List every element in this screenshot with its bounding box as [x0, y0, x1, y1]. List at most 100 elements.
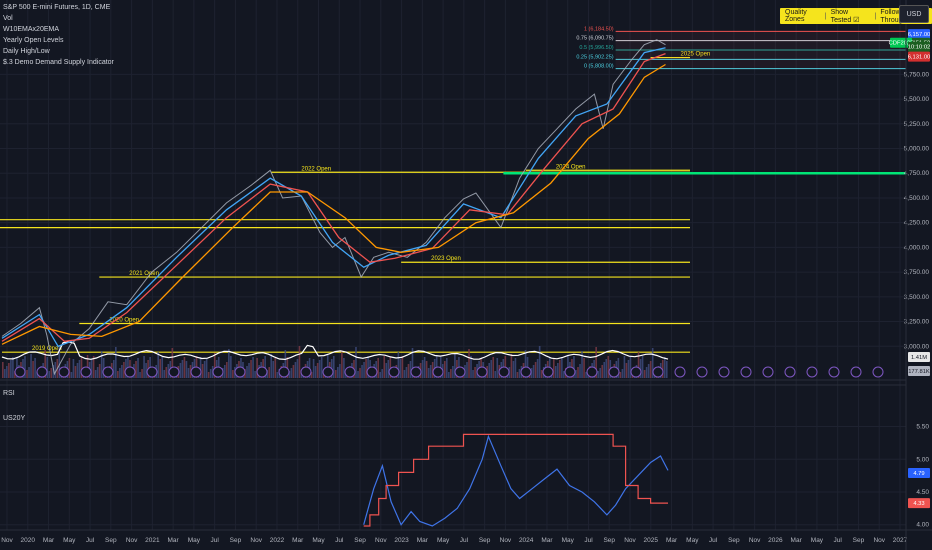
volume-bar [143, 356, 145, 378]
volume-bar [163, 370, 166, 378]
volume-bar [405, 367, 408, 378]
x-tick-label: Nov [749, 537, 761, 544]
x-tick-label: Sep [853, 537, 865, 544]
volume-bar [224, 365, 226, 378]
x-tick-label: Nov [873, 537, 885, 544]
volume-bar [452, 366, 454, 378]
event-marker-icon [14, 366, 26, 378]
series-line [363, 433, 668, 527]
indicator-vol[interactable]: Vol [3, 15, 13, 22]
x-tick-label: 2020 [21, 537, 36, 544]
y-tick-label: 5,500.00 [904, 96, 930, 103]
indicator-yearly-open[interactable]: Yearly Open Levels [3, 37, 64, 44]
volume-bar [532, 365, 535, 378]
volume-bar [425, 361, 428, 378]
volume-bar [623, 356, 626, 378]
volume-bar [246, 366, 248, 378]
volume-bar [597, 371, 599, 378]
volume-bar [629, 357, 632, 378]
volume-bar [213, 353, 216, 378]
volume-bar [117, 371, 119, 378]
x-tick-label: May [811, 537, 824, 544]
yearly-open-label: 2024 Open [556, 164, 586, 170]
follow-through-toggle[interactable]: Follow Through ☑ [880, 8, 915, 24]
event-marker-icon [190, 366, 202, 378]
volume-bar [488, 363, 490, 378]
volume-bar [199, 357, 202, 378]
indicator-demand-supply[interactable]: $.3 Demo Demand Supply Indicator [3, 59, 114, 66]
volume-bar [585, 372, 587, 378]
event-marker-icon [476, 366, 488, 378]
x-tick-label: Nov [500, 537, 512, 544]
event-marker-icon [696, 366, 708, 378]
event-marker-icon [278, 366, 290, 378]
volume-bar [165, 367, 168, 378]
us20y-pane-label[interactable]: US20Y [3, 415, 26, 422]
indicator-daily-high-low[interactable]: Daily High/Low [3, 48, 50, 55]
volume-bar [294, 362, 297, 378]
volume-bar [557, 363, 559, 378]
volume-bar [421, 360, 424, 378]
volume-bar [310, 372, 313, 378]
x-tick-label: Sep [603, 537, 615, 544]
x-tick-label: Mar [666, 537, 678, 544]
x-tick-label: Nov [624, 537, 636, 544]
volume-bar [518, 369, 521, 378]
x-tick-label: Nov [1, 537, 13, 544]
volume-bar [647, 364, 650, 378]
volume-bar [601, 365, 604, 378]
volume-bar [30, 354, 32, 378]
volume-bar [621, 369, 624, 378]
x-tick-label: Mar [43, 537, 55, 544]
volume-tag [908, 366, 930, 376]
x-tick-label: 2026 [768, 537, 783, 544]
volume-tag-label: 177.81K [908, 369, 930, 375]
volume-bar [661, 360, 664, 378]
indicator-ema[interactable]: W10EMAx20EMA [3, 26, 60, 33]
volume-bar [510, 354, 513, 378]
yearly-open-label: 2020 Open [109, 318, 139, 324]
show-tested-toggle[interactable]: Show Tested ☑ [830, 8, 860, 24]
x-tick-label: Mar [791, 537, 803, 544]
rsi-pane-label[interactable]: RSI [3, 390, 15, 397]
event-marker-icon [872, 366, 884, 378]
volume-bar [68, 358, 71, 378]
price-tag-label: 6,131.00 [908, 55, 931, 61]
currency-button[interactable]: USD [899, 5, 929, 23]
volume-bar [363, 362, 365, 378]
quality-zones-button[interactable]: Quality Zones [785, 9, 807, 23]
event-marker-icon [630, 366, 642, 378]
volume-bar [6, 366, 8, 378]
volume-bar [367, 356, 369, 378]
x-tick-label: May [437, 537, 450, 544]
volume-bar [141, 369, 143, 378]
volume-bar [512, 361, 515, 378]
event-marker-icon [784, 366, 796, 378]
volume-bar [24, 356, 26, 378]
volume-bar [540, 370, 543, 378]
volume-bar [52, 365, 55, 378]
volume-bar [407, 364, 410, 378]
volume-bar [450, 369, 452, 378]
volume-tag [908, 352, 930, 362]
event-marker-icon [36, 366, 48, 378]
volume-bar [183, 357, 186, 378]
volume-bar [423, 357, 426, 378]
x-tick-label: Mar [541, 537, 553, 544]
volume-bar [663, 357, 666, 378]
x-tick-label: May [312, 537, 325, 544]
volume-bar [96, 367, 99, 378]
event-marker-icon [300, 366, 312, 378]
volume-bar [377, 358, 379, 378]
event-marker-icon [674, 366, 686, 378]
volume-bar [157, 352, 160, 378]
event-marker-icon [58, 366, 70, 378]
series-line [1, 47, 666, 348]
yearly-open-label: 2021 Open [129, 271, 159, 277]
volume-bar [264, 356, 266, 378]
x-tick-label: Jul [709, 537, 718, 544]
volume-bar [365, 359, 367, 378]
volume-bar [530, 368, 533, 378]
volume-bar [119, 368, 121, 378]
